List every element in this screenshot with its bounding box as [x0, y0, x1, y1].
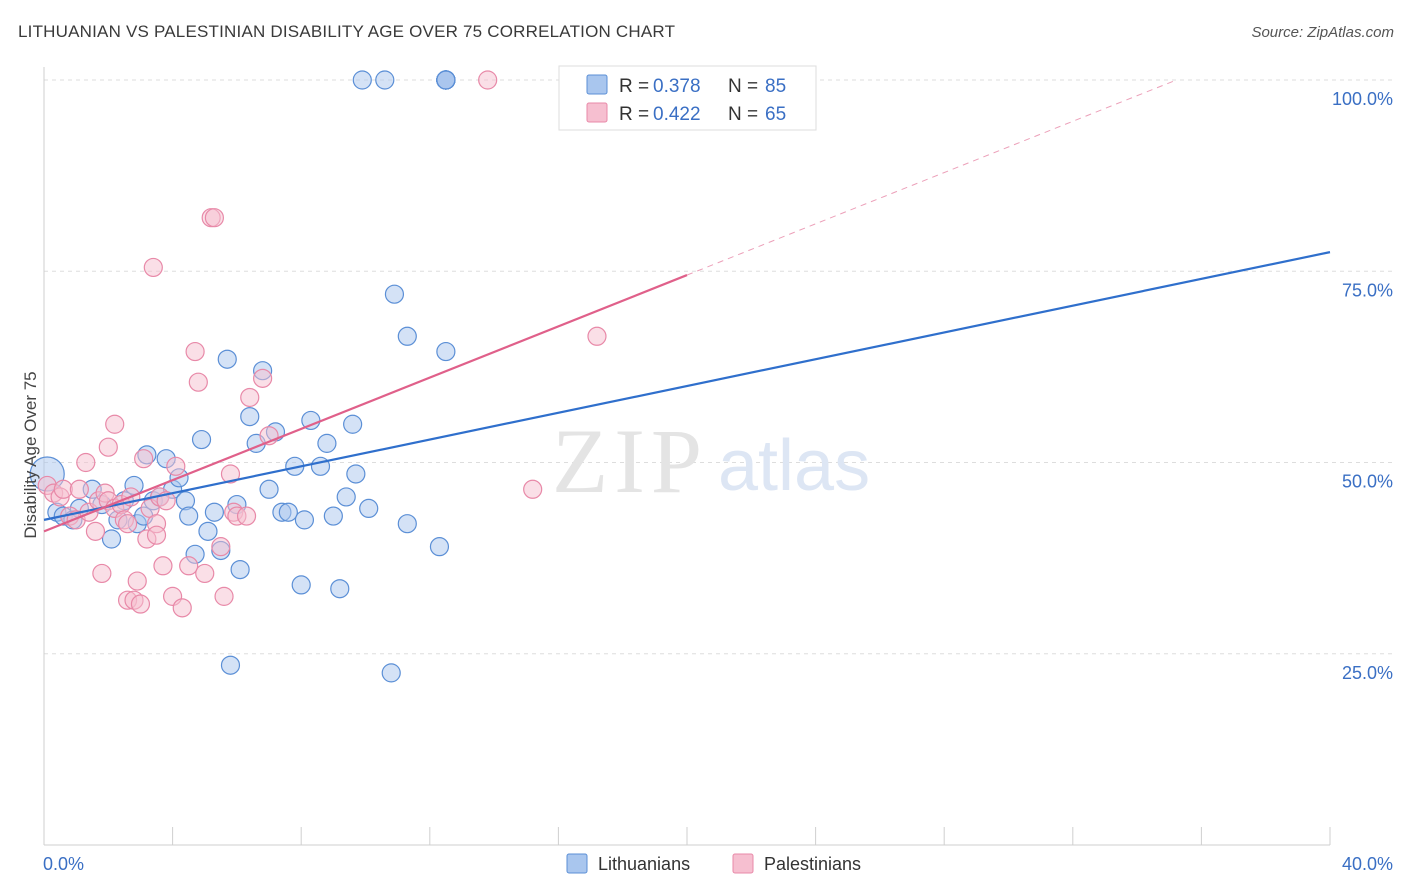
y-tick-label: 25.0%	[1342, 663, 1393, 683]
series-palestinians	[37, 70, 607, 618]
legend-r-value: 0.422	[653, 104, 701, 125]
point-palestinians	[478, 70, 498, 90]
legend-r-label: R =	[619, 76, 654, 97]
point-lithuanians	[397, 514, 417, 534]
point-lithuanians	[429, 537, 450, 557]
point-palestinians	[153, 556, 173, 576]
point-palestinians	[195, 563, 215, 584]
point-lithuanians	[191, 429, 212, 450]
y-tick-labels: 25.0% 50.0% 75.0% 100.0%	[1332, 89, 1393, 683]
point-palestinians	[587, 326, 607, 346]
legend-n-label: N =	[728, 76, 763, 97]
point-lithuanians	[384, 284, 405, 304]
point-lithuanians	[375, 70, 395, 90]
trend-lines	[43, 79, 1331, 533]
point-palestinians	[240, 387, 260, 408]
point-palestinians	[117, 514, 138, 534]
point-palestinians	[53, 479, 73, 499]
point-palestinians	[179, 556, 199, 576]
point-palestinians	[85, 521, 106, 541]
watermark-zip: ZIP	[552, 410, 708, 512]
x-tick-label: 0.0%	[43, 854, 84, 874]
y-axis-label: Disability Age Over 75	[21, 371, 40, 538]
point-palestinians	[211, 537, 231, 557]
point-lithuanians	[397, 326, 417, 346]
point-lithuanians	[343, 414, 363, 434]
point-palestinians	[236, 506, 257, 526]
point-palestinians	[130, 594, 151, 614]
point-lithuanians	[436, 70, 456, 90]
y-tick-label: 100.0%	[1332, 89, 1393, 109]
trend-line-palestinians	[43, 274, 688, 533]
bottom-legend-swatch-lithuanians	[566, 853, 588, 874]
point-palestinians	[523, 479, 543, 499]
point-lithuanians	[240, 407, 260, 427]
axes	[43, 67, 1331, 846]
point-palestinians	[253, 368, 273, 388]
point-lithuanians	[330, 579, 350, 599]
point-lithuanians	[278, 502, 298, 522]
chart-title: LITHUANIAN VS PALESTINIAN DISABILITY AGE…	[18, 22, 676, 41]
point-lithuanians	[336, 487, 356, 507]
bottom-legend: Lithuanians Palestinians	[566, 853, 861, 874]
point-palestinians	[69, 479, 89, 499]
point-lithuanians	[179, 506, 199, 526]
legend-r-label: R =	[619, 104, 654, 125]
legend-n-value: 65	[765, 104, 786, 125]
legend: R = 0.378 N = 85 R = 0.422 N = 65	[558, 65, 817, 131]
point-palestinians	[185, 341, 205, 362]
point-palestinians	[204, 208, 224, 228]
x-tick-labels: 0.0% 40.0%	[43, 854, 1393, 874]
trend-line-lithuanians	[43, 251, 1331, 521]
point-lithuanians	[259, 479, 279, 499]
y-tick-label: 50.0%	[1342, 472, 1393, 492]
point-lithuanians	[230, 559, 250, 580]
legend-swatch-palestinians	[586, 102, 608, 123]
y-tick-label: 75.0%	[1342, 280, 1393, 300]
point-lithuanians	[198, 521, 218, 541]
point-lithuanians	[317, 433, 337, 453]
grid	[44, 79, 1392, 655]
point-lithuanians	[346, 464, 366, 484]
legend-n-value: 85	[765, 76, 786, 97]
bottom-legend-lithuanians: Lithuanians	[598, 854, 690, 874]
point-palestinians	[76, 452, 96, 473]
series-lithuanians	[29, 70, 456, 683]
point-palestinians	[220, 464, 241, 484]
point-palestinians	[146, 525, 167, 545]
point-lithuanians	[436, 341, 456, 362]
point-palestinians	[134, 449, 154, 469]
point-lithuanians	[323, 506, 343, 526]
point-lithuanians	[381, 663, 401, 683]
watermark-atlas: atlas	[718, 426, 870, 506]
point-lithuanians	[294, 510, 315, 530]
legend-n-label: N =	[728, 104, 763, 125]
point-palestinians	[105, 414, 125, 434]
x-tick-label: 40.0%	[1342, 854, 1393, 874]
point-palestinians	[188, 372, 208, 392]
legend-swatch-lithuanians	[586, 74, 608, 95]
bottom-legend-palestinians: Palestinians	[764, 854, 861, 874]
point-palestinians	[214, 586, 234, 606]
point-lithuanians	[359, 498, 379, 518]
point-palestinians	[166, 456, 186, 476]
legend-r-value: 0.378	[653, 76, 701, 97]
source-label: Source: ZipAtlas.com	[1251, 24, 1394, 41]
point-lithuanians	[101, 529, 122, 549]
point-palestinians	[127, 571, 147, 591]
point-lithuanians	[217, 349, 237, 369]
point-palestinians	[92, 563, 112, 584]
point-palestinians	[172, 598, 192, 618]
bottom-legend-swatch-palestinians	[732, 853, 754, 874]
point-lithuanians	[352, 70, 372, 90]
point-lithuanians	[220, 655, 241, 675]
point-lithuanians	[204, 502, 224, 522]
point-palestinians	[98, 437, 118, 457]
point-lithuanians	[291, 575, 311, 595]
point-palestinians	[143, 257, 163, 278]
